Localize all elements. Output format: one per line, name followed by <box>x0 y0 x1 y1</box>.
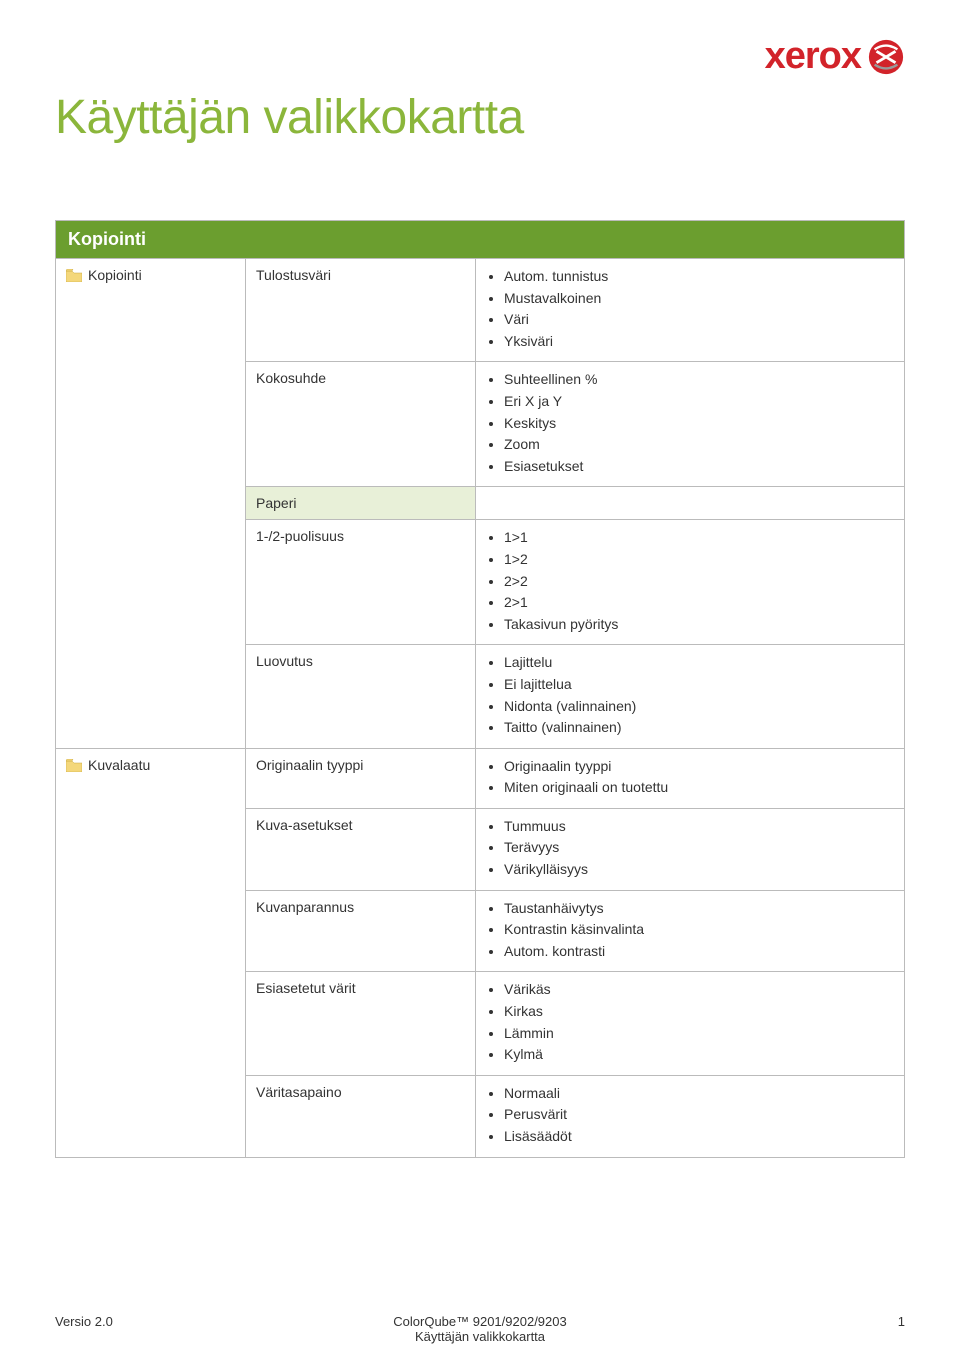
footer-page-number: 1 <box>898 1314 905 1329</box>
option-value-item: Kirkas <box>504 1002 894 1022</box>
option-values <box>476 487 904 519</box>
option-value-item: Lisäsäädöt <box>504 1127 894 1147</box>
sub-row: VäritasapainoNormaaliPerusväritLisäsäädö… <box>246 1076 904 1157</box>
sub-row: KuvanparannusTaustanhäivytysKontrastin k… <box>246 891 904 973</box>
table-row: KuvalaatuOriginaalin tyyppiOriginaalin t… <box>56 749 904 1157</box>
subrow-group: TulostusväriAutom. tunnistusMustavalkoin… <box>246 259 904 748</box>
option-name: Kuvanparannus <box>246 891 476 972</box>
option-value-item: Perusvärit <box>504 1105 894 1125</box>
option-values: Suhteellinen %Eri X ja YKeskitysZoomEsia… <box>476 362 904 486</box>
sub-row: Kuva-asetuksetTummuusTerävyysVärikylläis… <box>246 809 904 891</box>
xerox-ball-icon <box>867 38 905 76</box>
table-row: KopiointiTulostusväriAutom. tunnistusMus… <box>56 259 904 749</box>
option-name: Tulostusväri <box>246 259 476 361</box>
sub-row: LuovutusLajitteluEi lajitteluaNidonta (v… <box>246 645 904 747</box>
option-values: 1>11>22>22>1Takasivun pyöritys <box>476 520 904 644</box>
option-value-item: Mustavalkoinen <box>504 289 894 309</box>
option-value-item: Taitto (valinnainen) <box>504 718 894 738</box>
option-name: 1-/2-puolisuus <box>246 520 476 644</box>
option-values: TummuusTerävyysVärikylläisyys <box>476 809 904 890</box>
category-cell: Kuvalaatu <box>56 749 246 1157</box>
option-value-item: 1>1 <box>504 528 894 548</box>
sub-row: KokosuhdeSuhteellinen %Eri X ja YKeskity… <box>246 362 904 487</box>
option-values: LajitteluEi lajitteluaNidonta (valinnain… <box>476 645 904 747</box>
option-value-item: Tummuus <box>504 817 894 837</box>
sub-row: Paperi <box>246 487 904 520</box>
sub-row: Esiasetetut väritVärikäsKirkasLämminKylm… <box>246 972 904 1075</box>
option-value-item: Taustanhäivytys <box>504 899 894 919</box>
option-values: Originaalin tyyppiMiten originaali on tu… <box>476 749 904 808</box>
category-cell: Kopiointi <box>56 259 246 748</box>
option-value-item: Lajittelu <box>504 653 894 673</box>
option-name: Esiasetetut värit <box>246 972 476 1074</box>
option-name: Paperi <box>246 487 476 519</box>
option-value-item: Eri X ja Y <box>504 392 894 412</box>
option-value-item: Normaali <box>504 1084 894 1104</box>
option-value-item: Terävyys <box>504 838 894 858</box>
option-value-item: 2>2 <box>504 572 894 592</box>
folder-icon <box>66 759 82 772</box>
option-value-item: Yksiväri <box>504 332 894 352</box>
option-value-item: Suhteellinen % <box>504 370 894 390</box>
option-value-item: Originaalin tyyppi <box>504 757 894 777</box>
option-name: Väritasapaino <box>246 1076 476 1157</box>
option-value-item: Kylmä <box>504 1045 894 1065</box>
option-value-item: Autom. tunnistus <box>504 267 894 287</box>
subrow-group: Originaalin tyyppiOriginaalin tyyppiMite… <box>246 749 904 1157</box>
option-value-item: Keskitys <box>504 414 894 434</box>
sub-row: TulostusväriAutom. tunnistusMustavalkoin… <box>246 259 904 362</box>
menu-table: Kopiointi KopiointiTulostusväriAutom. tu… <box>55 220 905 1158</box>
option-value-item: Miten originaali on tuotettu <box>504 778 894 798</box>
logo-text: xerox <box>765 35 861 78</box>
option-value-item: Värikylläisyys <box>504 860 894 880</box>
section-header: Kopiointi <box>56 221 904 259</box>
footer-version: Versio 2.0 <box>55 1314 113 1329</box>
option-value-item: Nidonta (valinnainen) <box>504 697 894 717</box>
page-title: Käyttäjän valikkokartta <box>55 90 524 145</box>
folder-icon <box>66 269 82 282</box>
option-values: Autom. tunnistusMustavalkoinenVäriYksivä… <box>476 259 904 361</box>
option-name: Kokosuhde <box>246 362 476 486</box>
option-values: NormaaliPerusväritLisäsäädöt <box>476 1076 904 1157</box>
category-label: Kopiointi <box>88 267 142 283</box>
option-value-item: Lämmin <box>504 1024 894 1044</box>
option-value-item: Värikäs <box>504 980 894 1000</box>
option-value-item: Kontrastin käsinvalinta <box>504 920 894 940</box>
option-value-item: Zoom <box>504 435 894 455</box>
option-value-item: Esiasetukset <box>504 457 894 477</box>
option-value-item: Autom. kontrasti <box>504 942 894 962</box>
footer-product: ColorQube™ 9201/9202/9203 Käyttäjän vali… <box>393 1314 566 1344</box>
option-value-item: Takasivun pyöritys <box>504 615 894 635</box>
sub-row: 1-/2-puolisuus1>11>22>22>1Takasivun pyör… <box>246 520 904 645</box>
option-name: Kuva-asetukset <box>246 809 476 890</box>
option-values: TaustanhäivytysKontrastin käsinvalintaAu… <box>476 891 904 972</box>
page-footer: Versio 2.0 ColorQube™ 9201/9202/9203 Käy… <box>55 1314 905 1329</box>
option-name: Originaalin tyyppi <box>246 749 476 808</box>
option-value-item: Ei lajittelua <box>504 675 894 695</box>
option-value-item: 1>2 <box>504 550 894 570</box>
option-value-item: 2>1 <box>504 593 894 613</box>
option-value-item: Väri <box>504 310 894 330</box>
category-label: Kuvalaatu <box>88 757 150 773</box>
sub-row: Originaalin tyyppiOriginaalin tyyppiMite… <box>246 749 904 809</box>
xerox-logo: xerox <box>765 35 905 78</box>
option-values: VärikäsKirkasLämminKylmä <box>476 972 904 1074</box>
option-name: Luovutus <box>246 645 476 747</box>
